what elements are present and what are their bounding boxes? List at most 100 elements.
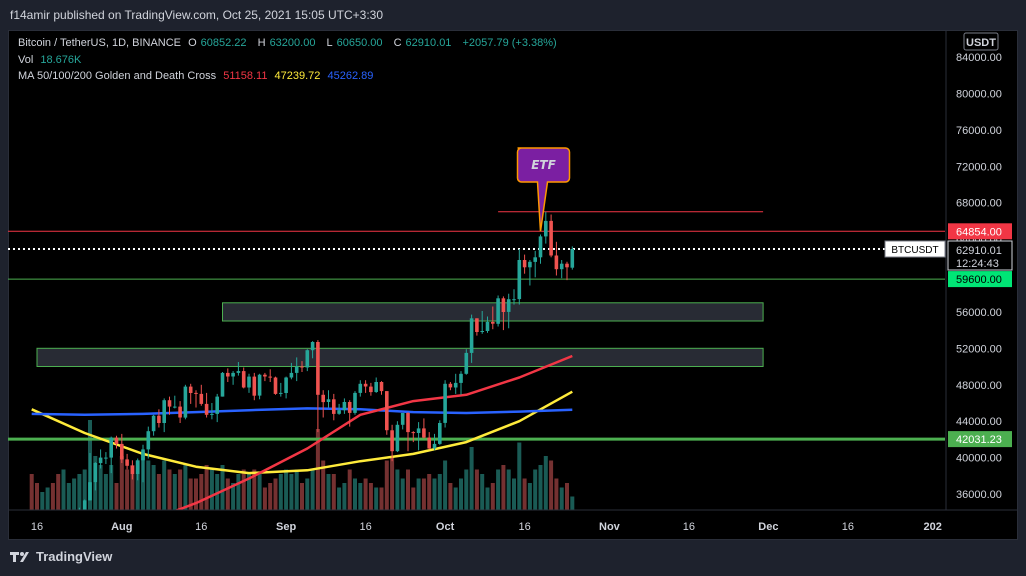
price-tick-label: 40000.00 <box>956 453 1002 465</box>
legend-ohlc: Bitcoin / TetherUS, 1D, BINANCE O 60852.2… <box>18 37 561 49</box>
candle-body <box>501 298 506 312</box>
candle-body <box>448 383 453 388</box>
volume-bar <box>236 474 241 510</box>
publish-note: f14amir published on TradingView.com, Oc… <box>10 8 384 22</box>
legend-symbol: Bitcoin / TetherUS, 1D, BINANCE <box>18 37 182 49</box>
candle-body <box>427 437 431 449</box>
volume-bar <box>135 460 140 510</box>
header-bar <box>0 0 1026 30</box>
volume-bar <box>347 469 352 510</box>
candle-body <box>178 406 182 418</box>
candle-body <box>104 457 108 459</box>
volume-bar <box>395 469 400 510</box>
volume-bar <box>156 474 161 510</box>
legend-ma: MA 50/100/200 Golden and Death Cross 511… <box>18 70 377 82</box>
candle-body <box>554 255 559 270</box>
volume-bar <box>506 469 511 510</box>
volume-bar <box>554 478 559 510</box>
volume-bar <box>305 478 310 510</box>
volume-bar <box>231 483 236 510</box>
volume-bar <box>363 478 368 510</box>
time-tick-label: Sep <box>276 521 296 533</box>
support-zone <box>36 347 764 367</box>
volume-bar <box>114 483 119 510</box>
volume-bar <box>252 469 257 510</box>
candle-body <box>194 392 198 394</box>
tradingview-logo-text: TradingView <box>36 549 113 564</box>
price-tick-label: 72000.00 <box>956 161 1002 173</box>
volume-bar <box>273 478 278 510</box>
candle-body <box>432 443 437 449</box>
candle-body <box>72 516 76 528</box>
legend-open-value: 60852.22 <box>200 37 247 49</box>
symbol-tag: BTCUSDT <box>884 240 946 258</box>
candle-body <box>491 321 495 324</box>
chart-svg[interactable]: ETF 36000.00 40000.00 44000.00 48000.00 52000… <box>8 30 1018 540</box>
price-tag-green-base: 42031.23 <box>956 434 1002 446</box>
volume-bar <box>199 474 204 510</box>
volume-bar <box>194 478 198 510</box>
candle-body <box>347 402 352 413</box>
volume-bar <box>247 474 251 510</box>
candle-body <box>210 413 214 415</box>
candle-body <box>135 460 140 474</box>
volume-bar <box>522 478 527 510</box>
legend-low-value: 60650.00 <box>336 37 383 49</box>
time-tick-label: 16 <box>31 521 43 533</box>
volume-bar <box>390 456 395 510</box>
candle-body <box>204 403 209 415</box>
volume-bar <box>40 492 45 510</box>
candle-body <box>162 400 166 423</box>
volume-bar <box>559 487 564 510</box>
volume-bar <box>543 456 548 510</box>
candle-body <box>544 220 548 237</box>
price-tag-green-low-box <box>948 271 1012 288</box>
candle-body <box>300 366 304 368</box>
volume-bar <box>268 483 273 510</box>
volume-bar <box>474 469 479 510</box>
tradingview-logo[interactable]: TradingView <box>10 549 112 564</box>
candle-body <box>226 372 230 377</box>
legend-open: O 60852.22 <box>188 37 247 49</box>
volume-bar <box>331 474 336 510</box>
price-tick-label: 84000.00 <box>956 52 1002 64</box>
volume-bar <box>257 474 262 510</box>
candle-body <box>41 534 45 535</box>
volume-bar <box>300 483 304 510</box>
candle-body <box>395 424 400 452</box>
volume-bar <box>204 465 209 510</box>
volume-bar <box>437 474 442 510</box>
volume-bar <box>443 460 448 510</box>
candle-body <box>570 249 575 268</box>
candle-body <box>475 318 479 332</box>
price-axis[interactable]: 36000.00 40000.00 44000.00 48000.00 52000.00… <box>945 30 1013 510</box>
candle-series <box>41 211 575 541</box>
candle-body <box>120 443 124 460</box>
candle-body <box>62 530 66 541</box>
candle-body <box>528 261 532 268</box>
candle-body <box>469 318 474 353</box>
candle-body <box>125 459 129 466</box>
price-tag-countdown: 12:24:43 <box>956 258 999 270</box>
candle-body <box>289 372 294 378</box>
candle-body <box>294 366 299 373</box>
time-axis[interactable]: 16 Aug 16 Sep 16 Oct 16 Nov 16 Dec 16 202 <box>8 509 1018 533</box>
volume-bar <box>421 478 426 510</box>
candle-body <box>241 371 246 388</box>
candle-body <box>268 376 272 378</box>
candle-body <box>157 415 161 423</box>
candle-body <box>385 391 389 431</box>
candle-body <box>538 236 543 258</box>
legend-ma200-value: 45262.89 <box>327 70 374 82</box>
volume-bar <box>119 456 124 510</box>
volume-bar <box>368 483 373 510</box>
volume-bar <box>284 469 289 510</box>
candle-body <box>512 299 516 301</box>
legend-vol-label: Vol <box>18 54 34 66</box>
volume-bar <box>379 487 384 510</box>
candle-body <box>273 377 278 394</box>
volume-bar <box>183 465 188 510</box>
volume-bar <box>411 487 416 510</box>
plot-area[interactable]: ETF <box>8 147 945 541</box>
volume-bar <box>337 487 342 510</box>
